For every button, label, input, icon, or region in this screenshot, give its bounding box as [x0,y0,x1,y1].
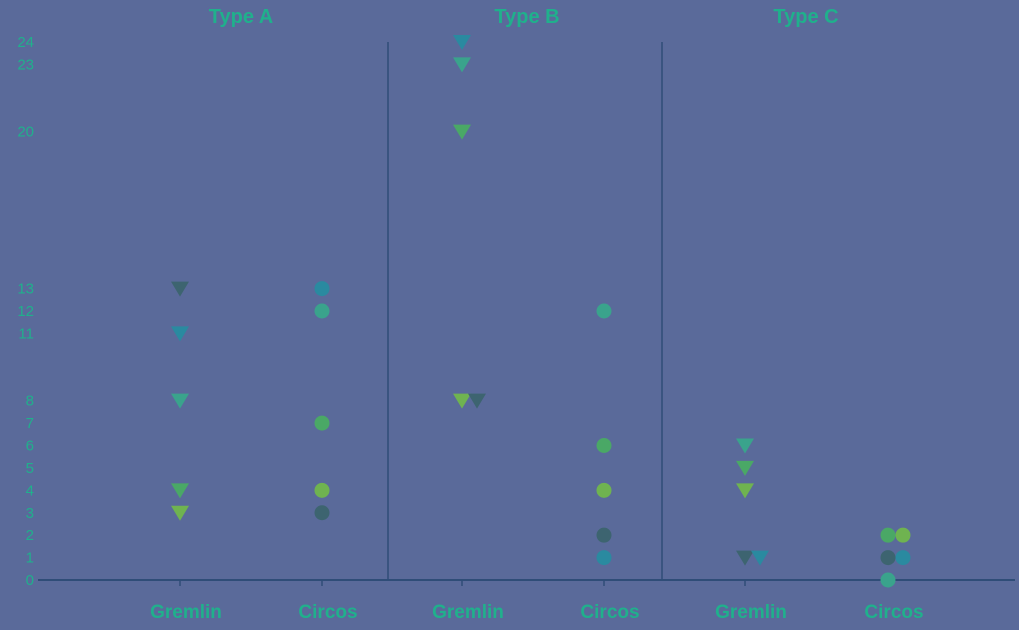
x-category-label: Circos [864,602,923,623]
data-point-circle [596,550,612,566]
data-point-circle [880,550,896,566]
x-category-label: Circos [298,602,357,623]
data-point-triangle [736,460,754,476]
y-tick-label: 23 [17,56,34,73]
data-point-circle [596,438,612,453]
x-category-label: Gremlin [150,602,222,623]
panel-title: Type B [494,6,559,28]
panel-title: Type C [773,6,838,28]
x-category-label: Gremlin [432,602,504,623]
data-point-triangle [453,393,471,409]
y-tick-label: 0 [26,572,34,589]
data-point-circle [880,527,896,543]
y-tick-label: 11 [18,325,34,342]
data-point-circle [880,572,896,588]
data-point-circle [314,415,330,431]
data-point-triangle [171,393,189,409]
y-tick-label: 8 [26,393,34,410]
data-point-triangle [736,438,754,454]
data-point-circle [596,527,612,543]
data-point-triangle [453,124,471,140]
data-point-triangle [171,483,189,499]
data-point-circle [314,482,330,498]
data-point-triangle [171,326,189,342]
data-point-triangle [736,483,754,499]
data-point-circle [895,550,911,566]
data-point-circle [596,482,612,498]
panel-title: Type A [209,6,273,28]
data-point-triangle [736,550,754,566]
y-tick-label: 6 [26,438,34,455]
y-tick-label: 1 [26,550,34,567]
data-point-triangle [171,281,189,297]
data-point-triangle [453,57,471,73]
data-point-triangle [453,35,471,50]
data-point-circle [895,527,911,543]
data-point-triangle [751,550,769,566]
y-tick-label: 12 [17,303,34,320]
data-point-triangle [468,393,486,409]
data-point-circle [314,281,330,297]
y-tick-label: 4 [26,482,34,499]
x-category-label: Gremlin [715,602,787,623]
y-tick-label: 24 [17,34,34,51]
y-tick-label: 13 [17,281,34,298]
y-tick-label: 7 [26,415,34,432]
y-tick-label: 3 [26,505,34,522]
data-point-triangle [171,505,189,521]
y-tick-label: 5 [26,460,34,477]
x-category-label: Circos [580,602,639,623]
y-tick-label: 20 [17,124,34,141]
data-point-circle [314,303,330,319]
data-point-circle [596,303,612,319]
data-point-circle [314,505,330,521]
y-tick-label: 2 [26,527,34,544]
